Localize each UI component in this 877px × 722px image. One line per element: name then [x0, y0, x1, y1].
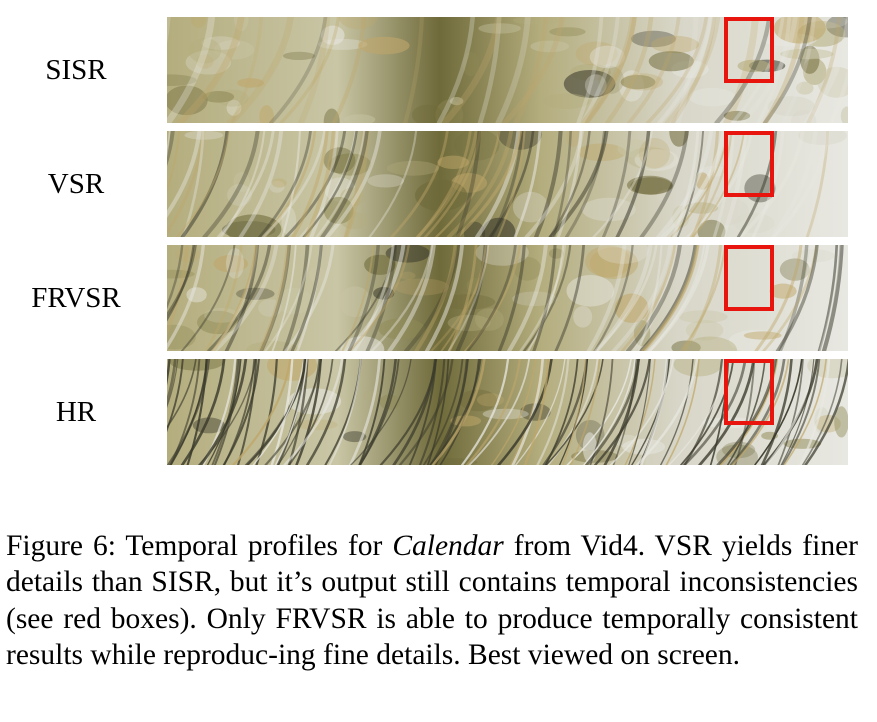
row-label: FRVSR	[31, 282, 121, 314]
red-highlight-box	[724, 131, 774, 197]
row-frvsr: FRVSR	[0, 245, 877, 351]
temporal-profile-image	[167, 131, 848, 237]
row-label: HR	[55, 396, 97, 428]
row-vsr: VSR	[0, 131, 877, 237]
temporal-profile-figure: SISR VSR FRVSR HR	[0, 17, 877, 465]
row-label: SISR	[45, 54, 107, 86]
row-label: VSR	[47, 168, 105, 200]
texture-hr	[167, 359, 848, 465]
caption-prefix: Figure 6: Temporal profiles for	[6, 529, 393, 562]
texture-vsr	[167, 131, 848, 237]
caption-italic: Calendar	[392, 529, 504, 562]
red-highlight-box	[724, 17, 774, 83]
row-hr: HR	[0, 359, 877, 465]
texture-frvsr	[167, 245, 848, 351]
row-sisr: SISR	[0, 17, 877, 123]
figure-caption: Figure 6: Temporal profiles for Calendar…	[6, 528, 858, 674]
temporal-profile-image	[167, 359, 848, 465]
caption-suffix: from Vid4. VSR yields finer details than…	[6, 529, 858, 672]
temporal-profile-image	[167, 245, 848, 351]
red-highlight-box	[724, 245, 774, 311]
red-highlight-box	[724, 359, 774, 425]
texture-sisr	[167, 17, 848, 123]
temporal-profile-image	[167, 17, 848, 123]
